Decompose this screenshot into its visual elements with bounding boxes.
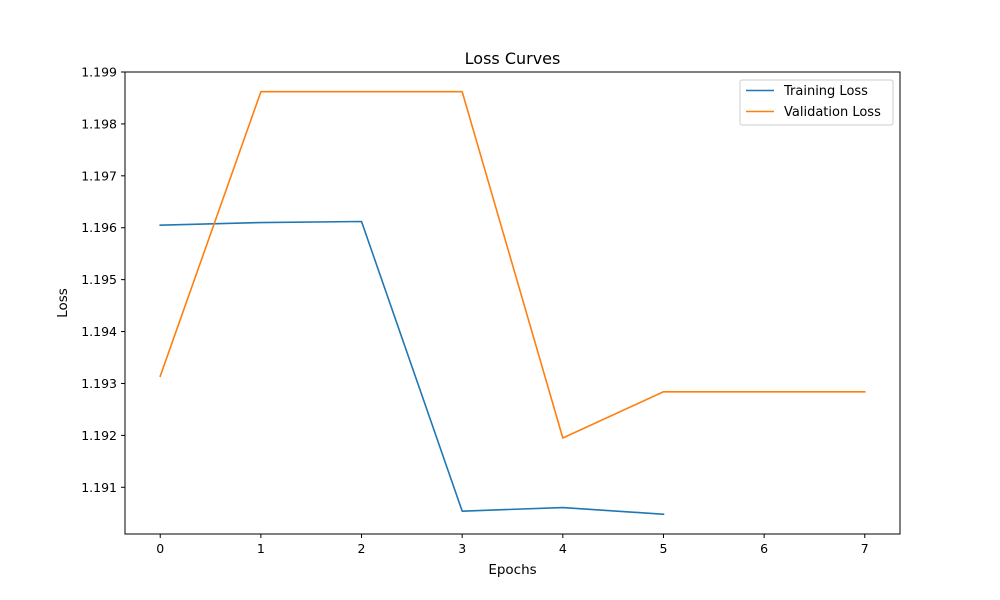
y-tick-label: 1.192 — [81, 428, 117, 443]
y-tick-label: 1.199 — [81, 65, 117, 80]
x-tick-label: 5 — [659, 541, 667, 556]
legend-box — [739, 79, 894, 126]
y-axis-label: Loss — [55, 288, 71, 318]
legend-label-validation-loss: Validation Loss — [784, 105, 881, 120]
series-line-validation-loss — [159, 90, 866, 439]
plot-frame — [124, 71, 901, 535]
series-line-training-loss — [159, 220, 665, 516]
x-tick-label: 1 — [257, 541, 265, 556]
y-tick-label: 1.194 — [81, 324, 117, 339]
y-tick-label: 1.198 — [81, 116, 117, 131]
chart-title: Loss Curves — [465, 49, 561, 68]
legend-label-training-loss: Training Loss — [783, 84, 868, 99]
plot-area — [124, 71, 901, 535]
x-axis-label: Epochs — [488, 562, 536, 578]
x-tick-label: 0 — [156, 541, 164, 556]
series-layer — [159, 90, 866, 516]
x-axis: 0 1 2 3 4 5 6 7 — [156, 534, 869, 556]
x-tick-label: 2 — [358, 541, 366, 556]
y-tick-label: 1.196 — [81, 220, 117, 235]
legend: Training Loss Validation Loss — [739, 79, 894, 126]
y-tick-label: 1.193 — [81, 376, 117, 391]
y-tick-label: 1.197 — [81, 168, 117, 183]
x-tick-label: 7 — [861, 541, 869, 556]
y-tick-label: 1.191 — [81, 480, 117, 495]
x-tick-label: 6 — [760, 541, 768, 556]
x-tick-label: 4 — [559, 541, 567, 556]
y-tick-label: 1.195 — [81, 272, 117, 287]
x-tick-label: 3 — [458, 541, 466, 556]
y-axis: 1.191 1.192 1.193 1.194 1.195 1.196 1.197 1.198… — [81, 65, 125, 495]
